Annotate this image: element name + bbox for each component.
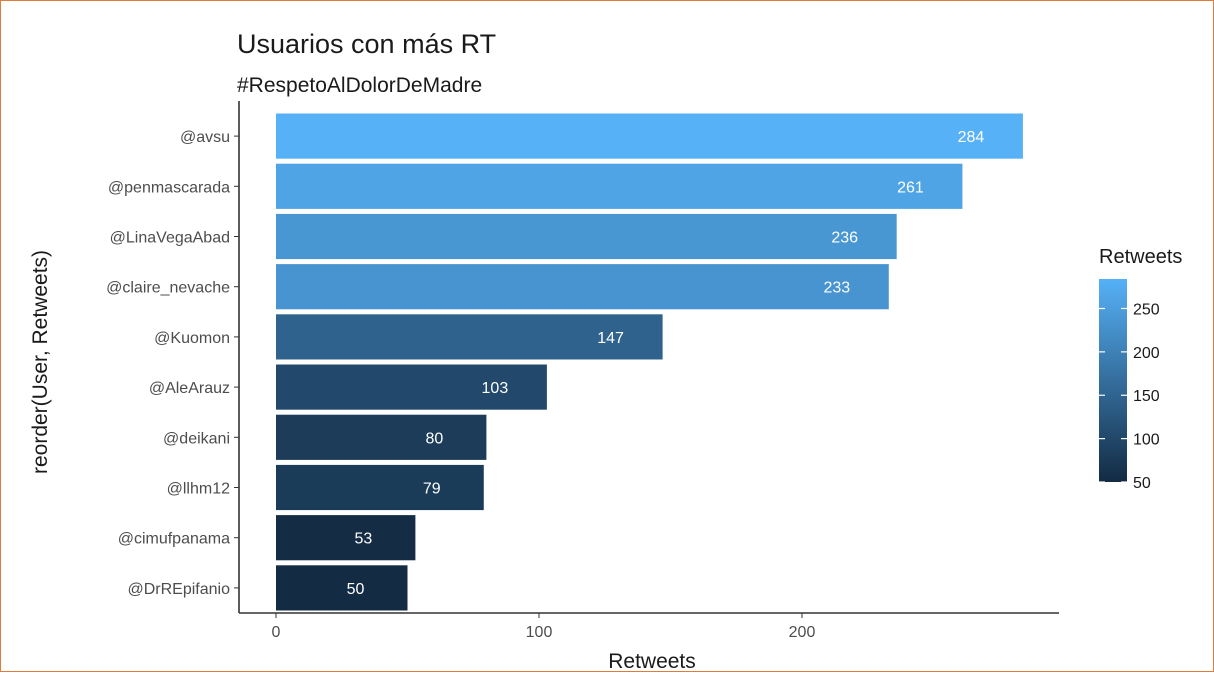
- bar-llhm12: [276, 464, 484, 511]
- legend-title: Retweets: [1099, 246, 1182, 268]
- bar-cimufpanama: [276, 515, 416, 561]
- bar-AleArauz: [276, 364, 547, 410]
- legend-tick-label: 150: [1133, 388, 1160, 405]
- y-tick-label: @cimufpanama: [118, 531, 230, 548]
- y-tick-label: @deikani: [163, 430, 230, 447]
- legend-colorbar: [1099, 279, 1127, 482]
- legend-tick-label: 100: [1133, 432, 1160, 449]
- y-tick-label: @llhm12: [167, 481, 230, 498]
- y-axis-title: reorder(User, Retweets): [29, 250, 52, 474]
- bar-avsu: [276, 113, 1023, 159]
- legend-tick-label: 200: [1133, 345, 1160, 362]
- axes: @avsu @penmascarada @LinaVegaAbad @claire_n…: [106, 101, 1059, 641]
- bar-value-label: 284: [958, 129, 985, 146]
- y-tick-label: @AleArauz: [149, 380, 230, 397]
- bar-value-label: 80: [426, 430, 444, 447]
- bar-value-label: 50: [347, 581, 365, 598]
- y-tick-label: @LinaVegaAbad: [110, 230, 230, 247]
- bar-value-label: 103: [482, 380, 509, 397]
- y-tick-label: @claire_nevache: [106, 280, 230, 297]
- bar-value-label: 147: [597, 330, 624, 347]
- bar-Kuomon: [276, 314, 663, 360]
- y-tick-label: @penmascarada: [108, 179, 230, 196]
- bar-value-label: 236: [831, 230, 858, 247]
- bar-value-label: 79: [423, 481, 441, 498]
- bars: [276, 113, 1023, 611]
- data-labels: 284 261 236 233 147 103 80 79 53 50: [347, 129, 985, 598]
- bar-value-label: 53: [354, 531, 372, 548]
- x-tick-label: 200: [789, 624, 816, 641]
- y-tick-label: @Kuomon: [154, 330, 230, 347]
- bar-LinaVegaAbad: [276, 213, 897, 260]
- chart-subtitle: #RespetoAlDolorDeMadre: [237, 74, 482, 97]
- legend-tick-label: 250: [1133, 301, 1160, 318]
- x-tick-label: 0: [272, 624, 281, 641]
- bar-DrREpifanio: [276, 565, 408, 611]
- y-tick-label: @avsu: [180, 129, 230, 146]
- legend: Retweets 50 100 150 200 250: [1099, 246, 1182, 492]
- y-tick-label: @DrREpifanio: [128, 581, 231, 598]
- bar-deikani: [276, 414, 487, 460]
- bar-penmascarada: [276, 163, 963, 209]
- bar-value-label: 261: [897, 179, 924, 196]
- x-tick-label: 100: [526, 624, 553, 641]
- bar-claire_nevache: [276, 264, 889, 310]
- chart-title: Usuarios con más RT: [237, 29, 496, 59]
- bar-value-label: 233: [823, 280, 850, 297]
- legend-tick-label: 50: [1133, 475, 1151, 492]
- x-axis-title: Retweets: [608, 650, 696, 673]
